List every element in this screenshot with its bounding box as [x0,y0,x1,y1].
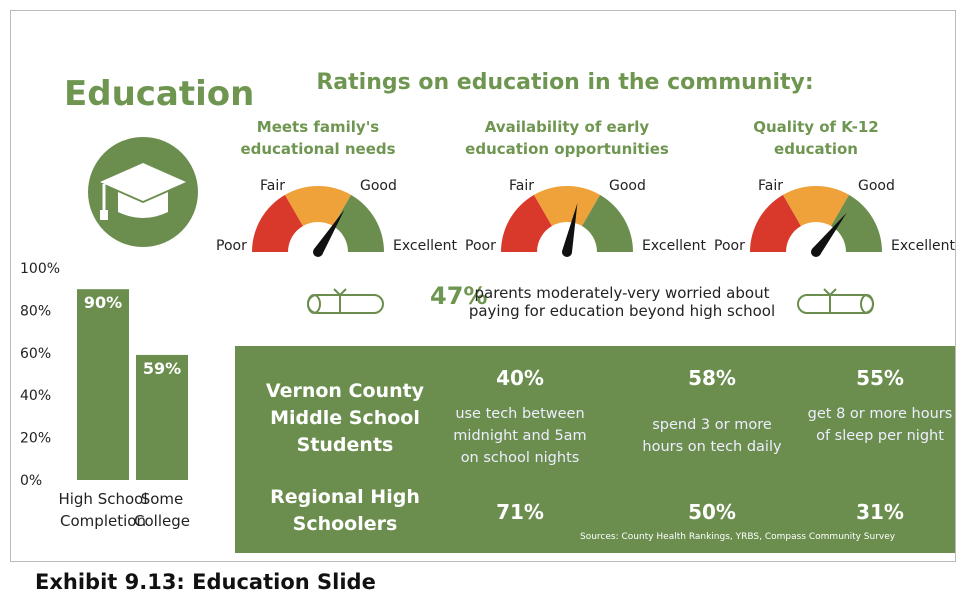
caption: Exhibit 9.13: Education Slide [35,570,376,594]
gauge-segment [783,186,849,227]
y-tick-label: 0% [20,473,42,489]
gauge-hub [811,247,821,257]
stat-percent: 31% [856,500,904,524]
scale-label: Poor [216,238,247,254]
page-title: Education [64,74,255,114]
gauge-segment [501,194,552,252]
scroll-icon [797,288,874,314]
scale-label: Fair [260,178,285,194]
gauge-segment [750,194,801,252]
y-tick-label: 40% [20,388,51,404]
gauge-segment [831,194,882,252]
value-label: 59% [143,359,181,378]
scale-label: Fair [758,178,783,194]
stat-text: use tech between midnight and 5am on sch… [453,406,587,466]
gauge-hub [313,247,323,257]
scale-label: Excellent [642,238,706,254]
gauge-segment [252,194,303,252]
stats-panel [235,346,955,553]
gauge-hub [562,247,572,257]
gauge-needle [812,212,847,256]
stat-percent: 71% [496,500,544,524]
bar [136,354,188,480]
gauge-needle [562,203,578,254]
stat-percent: 40% [496,366,544,390]
scroll-icon [307,288,384,314]
bar [77,289,129,480]
gauge-label: Quality of K-12 education [753,118,879,158]
x-tick-label: Some College [134,490,190,530]
scale-label: Good [858,178,895,194]
grad-cap-icon [100,163,186,220]
scale-label: Good [609,178,646,194]
ratings-title: Ratings on education in the community: [316,70,814,95]
row-group: Regional High Schoolers [270,486,420,535]
scale-label: Excellent [891,238,955,254]
stat-text: get 8 or more hours of sleep per night [807,406,953,444]
stat-percent: 58% [688,366,736,390]
scale-label: Poor [714,238,745,254]
stat-percent: 55% [856,366,904,390]
scale-label: Fair [509,178,534,194]
gauge-label: Meets family's educational needs [240,118,396,158]
gauge-needle [313,209,345,255]
gauge-segment [285,186,351,227]
stat-text: spend 3 or more hours on tech daily [642,417,782,455]
gauge-segment [582,194,633,252]
x-tick-label: High School Completion [58,490,148,530]
row-group: Vernon County Middle School Students [265,380,425,456]
scale-label: Good [360,178,397,194]
gauge-label: Availability of early education opportun… [465,118,669,158]
worry-text: parents moderately-very worried about pa… [468,284,776,320]
y-tick-label: 100% [20,261,60,277]
worry-percent: 47% [430,282,488,310]
sources: Sources: County Health Rankings, YRBS, C… [580,532,896,542]
scale-label: Excellent [393,238,457,254]
gauge-segment [333,194,384,252]
gauge-segment [534,186,600,227]
y-tick-label: 80% [20,303,51,319]
stat-percent: 50% [688,500,736,524]
scale-label: Poor [465,238,496,254]
y-tick-label: 20% [20,431,51,447]
y-tick-label: 60% [20,346,51,362]
value-label: 90% [84,293,122,312]
frame [10,10,956,562]
